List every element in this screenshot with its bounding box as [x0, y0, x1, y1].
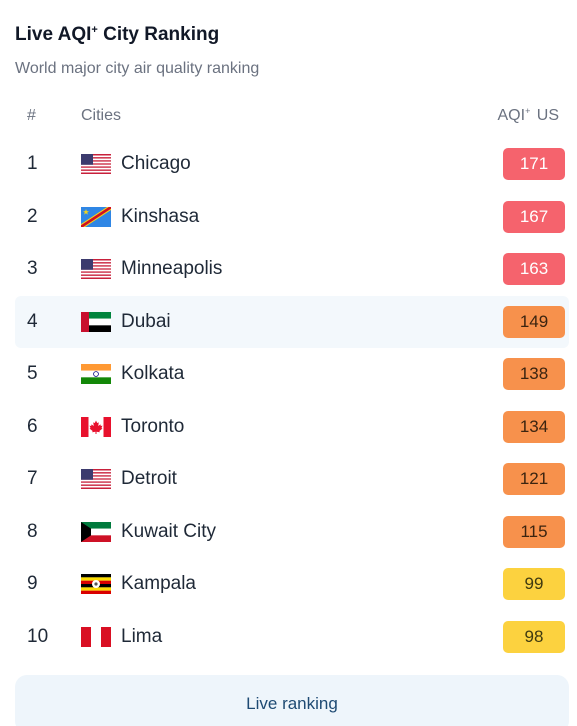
aqi-badge: 138 [503, 358, 565, 390]
rank-number: 5 [27, 363, 38, 385]
column-header-aqi-tail: US [532, 107, 559, 124]
column-header-aqi-main: AQI [497, 107, 526, 124]
aqi-badge: 149 [503, 305, 565, 338]
city-name[interactable]: Kinshasa [121, 205, 200, 227]
rank-number: 3 [27, 258, 38, 280]
aqi-badge: 115 [503, 515, 565, 548]
rank-number: 7 [27, 468, 38, 490]
flag-us-icon [81, 469, 111, 489]
table-row[interactable]: 9 Kampala 99 [15, 558, 569, 611]
aqi-badge: 98 [503, 620, 565, 653]
rank-number: 9 [27, 573, 38, 595]
flag-cd-icon [81, 206, 111, 227]
page-title: Live AQI + City Ranking [15, 24, 219, 46]
aqi-badge: 121 [503, 463, 565, 495]
table-row[interactable]: 1 Chicago 171 [15, 138, 569, 191]
aqi-badge: 134 [503, 410, 565, 443]
city-name[interactable]: Minneapolis [121, 258, 223, 280]
table-row[interactable]: 8 Kuwait City 115 [15, 506, 569, 559]
flag-ae-icon [81, 311, 111, 332]
city-name[interactable]: Toronto [121, 415, 185, 437]
rank-number: 10 [27, 625, 49, 647]
city-name[interactable]: Kuwait City [121, 520, 217, 542]
rank-number: 1 [27, 153, 38, 175]
table-row[interactable]: 10 Lima 98 [15, 611, 569, 664]
aqi-badge: 171 [503, 148, 565, 180]
rank-number: 4 [27, 310, 38, 332]
aqi-badge: 167 [503, 200, 565, 233]
flag-us-icon [81, 154, 111, 174]
city-name[interactable]: Detroit [121, 468, 177, 490]
table-row[interactable]: 5 Kolkata 138 [15, 348, 569, 401]
title-tail: City Ranking [97, 24, 220, 45]
column-header-aqi-sup: + [525, 106, 531, 116]
city-name[interactable]: Dubai [121, 310, 171, 332]
title-plus-mark: + [91, 24, 98, 36]
aqi-badge: 99 [503, 568, 565, 600]
ranking-list: 1 Chicago 171 2 Kinshasa 167 3 Minneapol… [15, 138, 569, 663]
flag-in-icon [81, 364, 111, 384]
flag-ca-icon [81, 416, 111, 437]
table-row[interactable]: 6 Toronto 134 [15, 401, 569, 454]
rank-number: 6 [27, 415, 38, 437]
table-row[interactable]: 4 Dubai 149 [15, 295, 569, 348]
rank-number: 8 [27, 520, 38, 542]
city-name[interactable]: Chicago [121, 153, 191, 175]
flag-us-icon [81, 259, 111, 279]
table-row[interactable]: 7 Detroit 121 [15, 453, 569, 506]
table-row[interactable]: 3 Minneapolis 163 [15, 243, 569, 296]
city-name[interactable]: Kolkata [121, 363, 185, 385]
aqi-badge: 163 [503, 253, 565, 285]
table-row[interactable]: 2 Kinshasa 167 [15, 191, 569, 244]
table-header: # Cities AQI + US [15, 104, 569, 130]
title-main: Live AQI [15, 24, 92, 45]
city-name[interactable]: Lima [121, 625, 163, 647]
flag-pe-icon [81, 626, 111, 647]
flag-ug-icon [81, 574, 111, 594]
rank-number: 2 [27, 205, 38, 227]
column-header-rank: # [27, 107, 36, 124]
column-header-city: Cities [81, 107, 122, 124]
city-name[interactable]: Kampala [121, 573, 196, 595]
flag-kw-icon [81, 521, 111, 542]
page-subtitle: World major city air quality ranking [15, 60, 260, 77]
live-ranking-button[interactable]: Live ranking [15, 675, 569, 726]
column-header-aqi[interactable]: AQI + US [498, 107, 560, 125]
